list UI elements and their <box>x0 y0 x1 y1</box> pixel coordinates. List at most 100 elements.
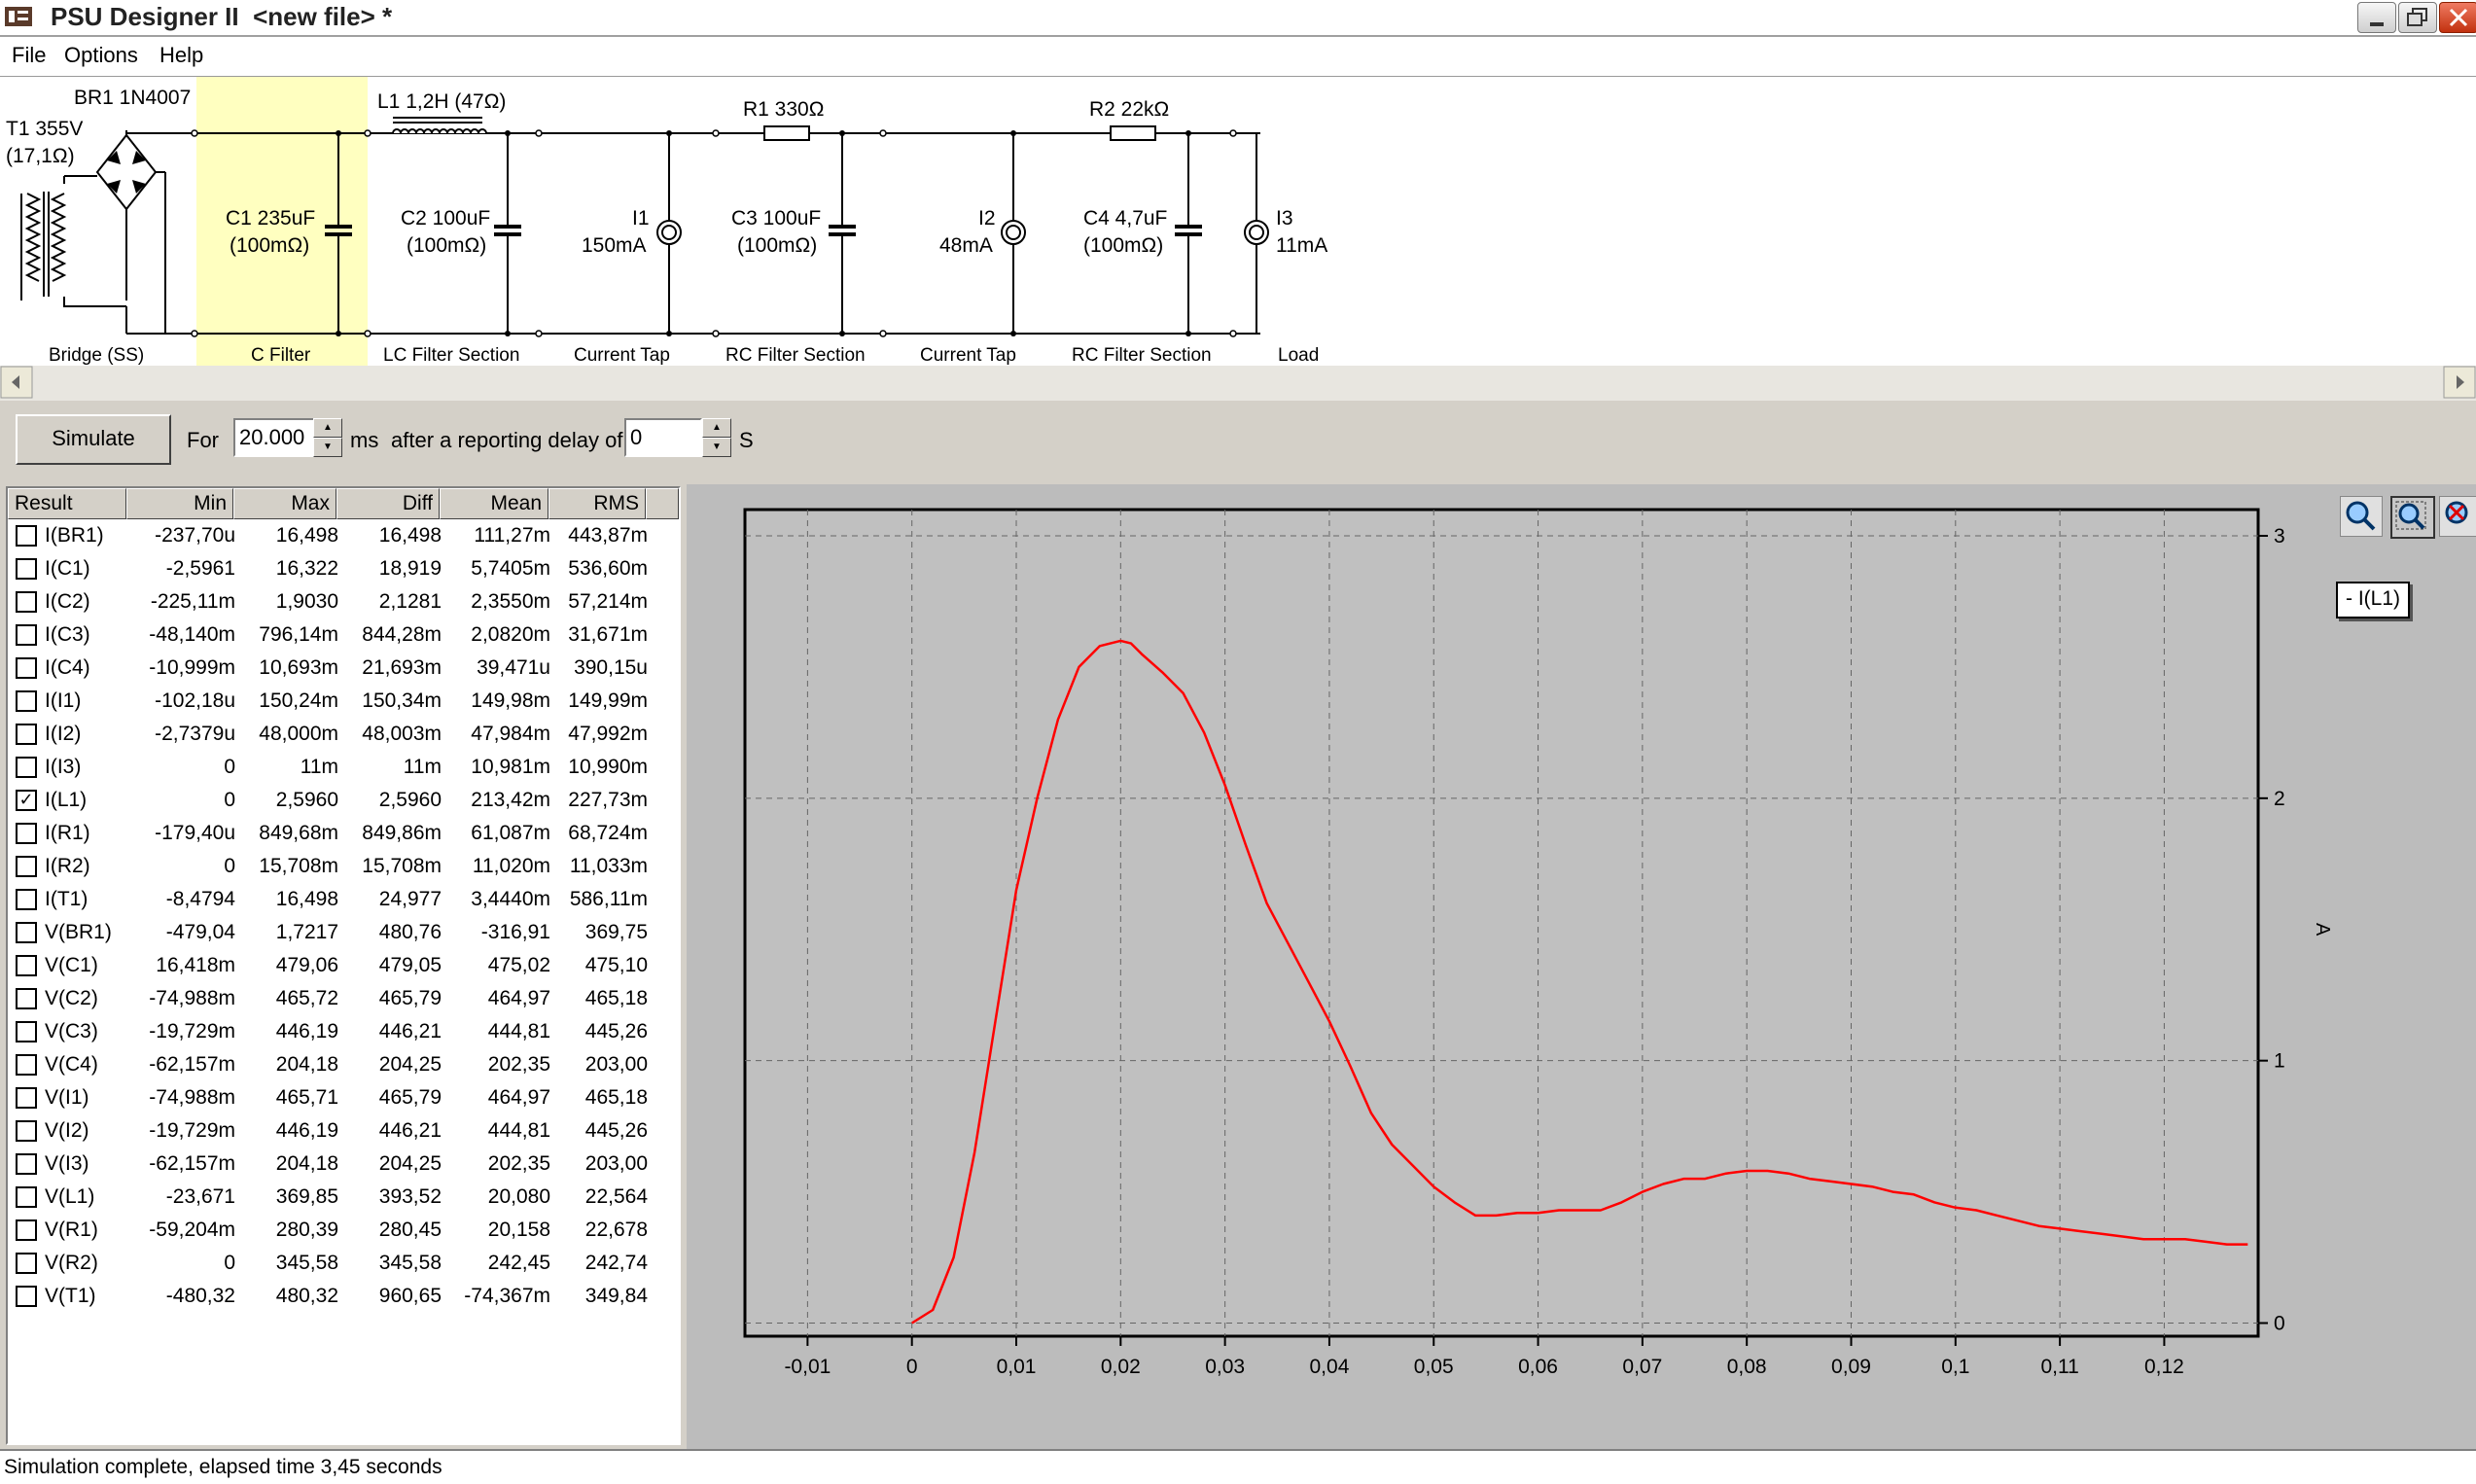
section-current-tap-1[interactable]: Current Tap <box>574 345 670 366</box>
row-checkbox[interactable] <box>16 724 37 745</box>
section-rc-filter-1[interactable]: RC Filter Section <box>725 345 866 366</box>
duration-input[interactable]: 20.000 <box>233 418 323 457</box>
row-diff: 15,708m <box>362 855 442 877</box>
schematic-scrollbar[interactable] <box>0 366 2476 402</box>
table-row[interactable]: V(T1) -480,32 480,32 960,65 -74,367m 349,84 <box>8 1280 669 1313</box>
duration-spinner[interactable]: ▲ ▼ <box>313 418 342 457</box>
row-checkbox[interactable] <box>16 558 37 580</box>
row-diff: 2,1281 <box>378 590 442 613</box>
row-checkbox[interactable] <box>16 1054 37 1076</box>
row-checkbox[interactable] <box>16 1286 37 1307</box>
spin-down-icon[interactable]: ▼ <box>313 438 342 457</box>
series-line-i-l1- <box>911 639 2248 1325</box>
table-row[interactable]: I(C3) -48,140m 796,14m 844,28m 2,0820m 31,671… <box>8 618 669 652</box>
row-checkbox[interactable] <box>16 1153 37 1175</box>
app-icon <box>5 7 32 26</box>
zoom-window-button[interactable] <box>2390 496 2435 539</box>
zoom-reset-button[interactable] <box>2439 496 2476 537</box>
row-checkbox[interactable] <box>16 889 37 910</box>
section-current-tap-2[interactable]: Current Tap <box>920 345 1016 366</box>
results-body: I(BR1) -237,70u 16,498 16,498 111,27m 443,87m… <box>8 519 679 1443</box>
row-checkbox[interactable]: ✓ <box>16 790 37 811</box>
row-checkbox[interactable] <box>16 624 37 646</box>
minimize-button[interactable] <box>2357 2 2396 33</box>
row-checkbox[interactable] <box>16 1253 37 1274</box>
table-row[interactable]: V(R2) 0 345,58 345,58 242,45 242,74 <box>8 1247 669 1280</box>
scroll-left-icon[interactable] <box>0 366 33 399</box>
row-checkbox[interactable] <box>16 525 37 547</box>
scroll-right-icon[interactable] <box>2443 366 2476 399</box>
table-row[interactable]: I(R2) 0 15,708m 15,708m 11,020m 11,033m <box>8 850 669 883</box>
close-button[interactable] <box>2439 2 2476 33</box>
spin-up-icon[interactable]: ▲ <box>313 418 342 438</box>
section-load[interactable]: Load <box>1278 345 1320 366</box>
column-rms[interactable]: RMS <box>548 488 646 519</box>
section-bridge[interactable]: Bridge (SS) <box>49 345 145 366</box>
table-row[interactable]: I(T1) -8,4794 16,498 24,977 3,4440m 586,11m <box>8 883 669 916</box>
row-mean: -74,367m <box>464 1285 550 1307</box>
row-min: -48,140m <box>149 623 235 646</box>
row-checkbox[interactable] <box>16 1219 37 1241</box>
table-row[interactable]: I(I2) -2,7379u 48,000m 48,003m 47,984m 47,992… <box>8 718 669 751</box>
schematic-panel[interactable]: BR1 1N4007 T1 355V (17,1Ω) L1 1,2H (47Ω)… <box>0 76 2476 368</box>
table-row[interactable]: V(I1) -74,988m 465,71 465,79 464,97 465,18 <box>8 1081 669 1114</box>
table-row[interactable]: I(BR1) -237,70u 16,498 16,498 111,27m 443,87m <box>8 519 669 552</box>
column-diff[interactable]: Diff <box>336 488 440 519</box>
row-checkbox[interactable] <box>16 955 37 976</box>
delay-input[interactable]: 0 <box>624 418 702 457</box>
menu-help[interactable]: Help <box>159 43 204 67</box>
chart[interactable]: -0,01 0 0,01 0,02 0,03 0,04 0,05 0,06 0,07 0,08 0,… <box>687 484 2476 1449</box>
column-max[interactable]: Max <box>233 488 336 519</box>
column-min[interactable]: Min <box>126 488 233 519</box>
row-checkbox[interactable] <box>16 1021 37 1042</box>
row-name: I(R2) <box>45 855 90 877</box>
x-tick-label: 0,11 <box>2040 1356 2078 1378</box>
section-lc-filter[interactable]: LC Filter Section <box>383 345 520 366</box>
row-name: V(BR1) <box>45 921 112 943</box>
table-row[interactable]: I(C1) -2,5961 16,322 18,919 5,7405m 536,60m <box>8 552 669 585</box>
row-checkbox[interactable] <box>16 856 37 877</box>
delay-spinner[interactable]: ▲ ▼ <box>702 418 731 457</box>
row-checkbox[interactable] <box>16 591 37 613</box>
menu-file[interactable]: File <box>12 43 47 67</box>
table-row[interactable]: V(C4) -62,157m 204,18 204,25 202,35 203,00 <box>8 1048 669 1081</box>
row-checkbox[interactable] <box>16 823 37 844</box>
row-checkbox[interactable] <box>16 922 37 943</box>
column-mean[interactable]: Mean <box>440 488 548 519</box>
table-row[interactable]: V(R1) -59,204m 280,39 280,45 20,158 22,678 <box>8 1214 669 1247</box>
table-row[interactable]: V(C1) 16,418m 479,06 479,05 475,02 475,10 <box>8 949 669 982</box>
spin-down-icon[interactable]: ▼ <box>702 438 731 457</box>
table-row[interactable]: V(C3) -19,729m 446,19 446,21 444,81 445,26 <box>8 1015 669 1048</box>
section-c-filter[interactable]: C Filter <box>251 345 311 366</box>
row-checkbox[interactable] <box>16 657 37 679</box>
section-rc-filter-2[interactable]: RC Filter Section <box>1072 345 1212 366</box>
row-checkbox[interactable] <box>16 1120 37 1142</box>
close-icon <box>2449 8 2468 27</box>
table-row[interactable]: V(L1) -23,671 369,85 393,52 20,080 22,564 <box>8 1181 669 1214</box>
spin-up-icon[interactable]: ▲ <box>702 418 731 438</box>
table-row[interactable]: I(C4) -10,999m 10,693m 21,693m 39,471u 390,15… <box>8 652 669 685</box>
table-row[interactable]: I(C2) -225,11m 1,9030 2,1281 2,3550m 57,214m <box>8 585 669 618</box>
row-diff: 16,498 <box>378 524 442 547</box>
simulate-button[interactable]: Simulate <box>16 414 171 465</box>
chart-panel[interactable]: -0,01 0 0,01 0,02 0,03 0,04 0,05 0,06 0,07 0,08 0,… <box>687 484 2476 1449</box>
table-row[interactable]: I(I1) -102,18u 150,24m 150,34m 149,98m 149,99… <box>8 685 669 718</box>
table-row[interactable]: V(BR1) -479,04 1,7217 480,76 -316,91 369,75 <box>8 916 669 949</box>
restore-button[interactable] <box>2398 2 2437 33</box>
row-checkbox[interactable] <box>16 1087 37 1109</box>
row-checkbox[interactable] <box>16 1186 37 1208</box>
menu-options[interactable]: Options <box>64 43 138 67</box>
column-result[interactable]: Result <box>8 488 126 519</box>
table-row[interactable]: I(I3) 0 11m 11m 10,981m 10,990m <box>8 751 669 784</box>
table-row[interactable]: V(C2) -74,988m 465,72 465,79 464,97 465,18 <box>8 982 669 1015</box>
zoom-in-button[interactable] <box>2340 496 2383 537</box>
table-row[interactable]: ✓ I(L1) 0 2,5960 2,5960 213,42m 227,73m <box>8 784 669 817</box>
row-checkbox[interactable] <box>16 690 37 712</box>
table-row[interactable]: I(R1) -179,40u 849,68m 849,86m 61,087m 68,724… <box>8 817 669 850</box>
row-name: I(R1) <box>45 822 90 844</box>
table-row[interactable]: V(I3) -62,157m 204,18 204,25 202,35 203,00 <box>8 1148 669 1181</box>
row-checkbox[interactable] <box>16 757 37 778</box>
row-checkbox[interactable] <box>16 988 37 1009</box>
row-rms: 47,992m <box>568 723 648 745</box>
table-row[interactable]: V(I2) -19,729m 446,19 446,21 444,81 445,26 <box>8 1114 669 1148</box>
